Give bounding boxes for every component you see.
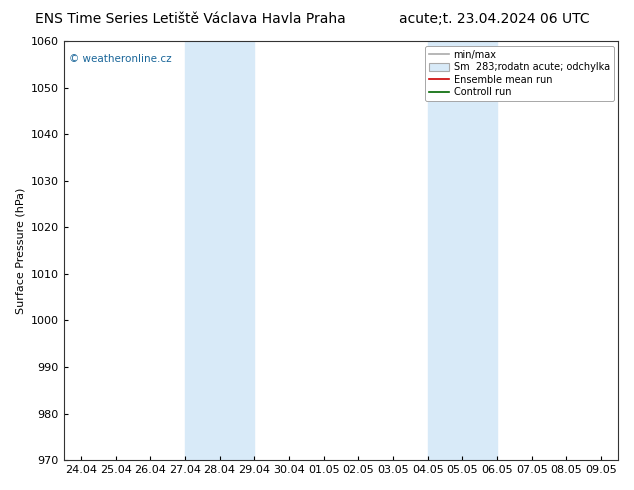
Text: © weatheronline.cz: © weatheronline.cz [69,53,172,64]
Legend: min/max, Sm  283;rodatn acute; odchylka, Ensemble mean run, Controll run: min/max, Sm 283;rodatn acute; odchylka, … [425,46,614,101]
Text: ENS Time Series Letiště Václava Havla Praha: ENS Time Series Letiště Václava Havla Pr… [35,12,346,26]
Bar [428,41,497,460]
Bar [185,41,254,460]
Text: acute;t. 23.04.2024 06 UTC: acute;t. 23.04.2024 06 UTC [399,12,590,26]
Y-axis label: Surface Pressure (hPa): Surface Pressure (hPa) [15,187,25,314]
